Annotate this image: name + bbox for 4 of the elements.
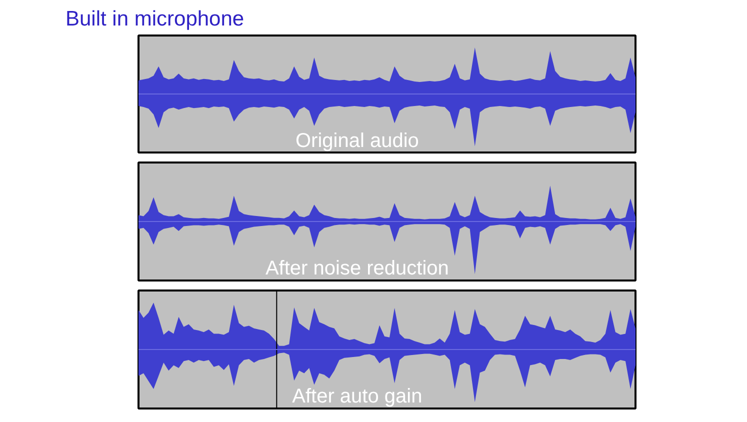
chart-title: Built in microphone <box>66 8 244 30</box>
annotation: After auto gain <box>292 386 422 408</box>
annotation: After noise reduction <box>265 258 449 280</box>
annotation: Original audio <box>295 130 419 152</box>
